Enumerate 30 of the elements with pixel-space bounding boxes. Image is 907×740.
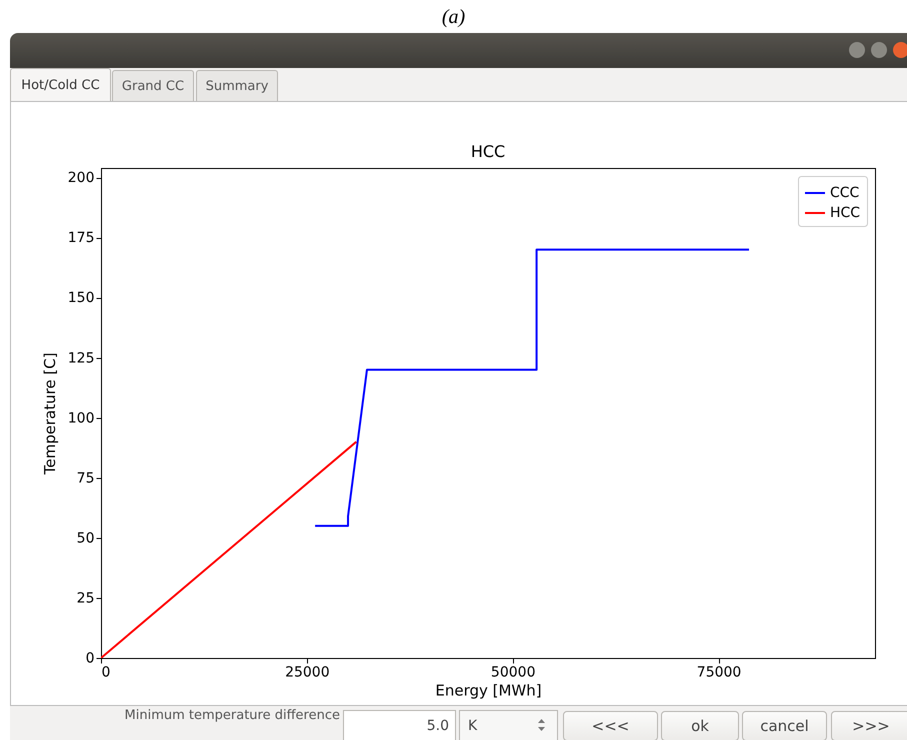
x-tick-label: 25000	[285, 664, 330, 680]
y-tick-label: 25	[76, 590, 94, 606]
x-axis-title: Energy [MWh]	[435, 682, 542, 700]
text: >>>	[831, 711, 907, 740]
text: ok	[661, 711, 739, 740]
text: Summary	[196, 70, 278, 101]
y-tick-label: 75	[76, 470, 94, 486]
text: K	[459, 710, 558, 740]
chart-title: HCC	[470, 142, 506, 161]
legend-label: CCC	[830, 185, 860, 201]
y-tick-label: 150	[68, 290, 94, 306]
text: Minimum temperature difference	[124, 708, 340, 723]
y-tick-label: 100	[68, 410, 94, 426]
text: Grand CC	[112, 70, 194, 101]
y-tick-label: 125	[68, 350, 94, 366]
legend-label: HCC	[830, 205, 860, 221]
y-tick-label: 175	[68, 230, 94, 246]
line-series	[314, 248, 750, 527]
text: cancel	[742, 711, 827, 740]
text: (a)	[440, 6, 466, 29]
text: <<<	[563, 711, 658, 740]
x-tick-label: 50000	[490, 664, 536, 680]
text: 5.0	[343, 710, 456, 740]
text: Hot/Cold CC	[10, 68, 111, 101]
y-tick-label: 200	[68, 170, 94, 186]
y-tick-label: 50	[76, 530, 94, 546]
x-tick-label: 75000	[696, 664, 742, 680]
y-axis-title: Temperature [C]	[40, 352, 59, 476]
y-tick-label: 0	[86, 650, 94, 666]
x-tick-label: 0	[102, 664, 110, 680]
